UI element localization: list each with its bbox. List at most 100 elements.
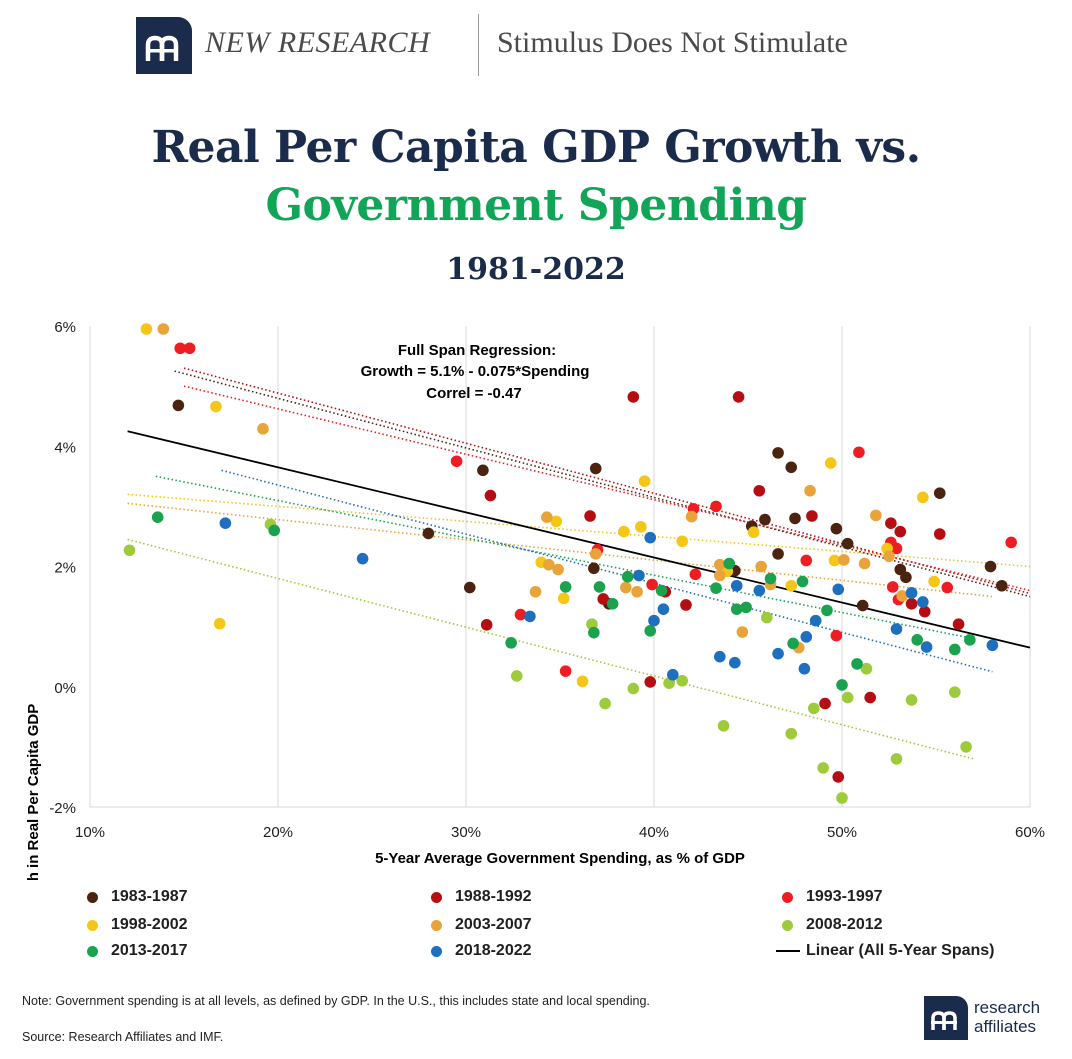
data-point bbox=[986, 639, 999, 652]
data-point bbox=[597, 593, 610, 605]
data-point bbox=[477, 464, 489, 477]
data-point bbox=[618, 525, 630, 538]
data-point bbox=[911, 634, 923, 646]
data-point bbox=[559, 581, 572, 593]
data-point bbox=[885, 517, 897, 530]
x-tick-label: 10% bbox=[75, 824, 105, 841]
x-tick-label: 60% bbox=[1015, 824, 1045, 841]
data-point bbox=[753, 484, 766, 497]
data-point bbox=[685, 510, 698, 523]
data-point bbox=[599, 697, 611, 710]
x-tick-label: 40% bbox=[639, 824, 669, 841]
data-point bbox=[593, 581, 606, 593]
regression-line bbox=[127, 430, 1031, 649]
data-point bbox=[753, 584, 766, 597]
legend-line-swatch bbox=[776, 950, 800, 952]
data-point bbox=[800, 554, 813, 567]
data-point bbox=[729, 656, 741, 669]
data-point bbox=[772, 548, 784, 560]
data-point bbox=[736, 626, 749, 638]
data-point bbox=[644, 531, 657, 544]
data-point bbox=[883, 550, 895, 563]
data-point bbox=[949, 643, 961, 656]
data-point bbox=[710, 582, 722, 594]
data-point bbox=[960, 741, 972, 753]
legend-item-2003-2007: 2003-2007 bbox=[431, 916, 532, 934]
data-point bbox=[890, 753, 903, 765]
y-tick-label: -2% bbox=[49, 800, 76, 817]
brand-line2: affiliates bbox=[974, 1017, 1037, 1036]
data-point bbox=[832, 771, 845, 783]
data-point bbox=[638, 475, 651, 487]
data-point bbox=[996, 579, 1008, 592]
data-point bbox=[941, 581, 954, 594]
legend-item-2008-2012: 2008-2012 bbox=[782, 916, 883, 934]
legend-dot bbox=[87, 919, 98, 931]
legend-label: 1988-1992 bbox=[455, 888, 532, 905]
data-point bbox=[484, 489, 497, 502]
data-point bbox=[828, 554, 841, 567]
data-point bbox=[856, 599, 869, 612]
data-point bbox=[933, 528, 946, 540]
annotation-line3: Correl = -0.47 bbox=[426, 385, 521, 402]
legend-item-linear: Linear (All 5-Year Spans) bbox=[776, 942, 995, 960]
trend-line bbox=[221, 469, 993, 673]
x-tick-label: 20% bbox=[263, 824, 293, 841]
data-point bbox=[900, 571, 912, 584]
source-note: Source: Research Affiliates and IMF. bbox=[22, 1030, 224, 1044]
regression-annotation: Full Span Regression: Growth = 5.1% - 0.… bbox=[361, 342, 590, 402]
data-point bbox=[890, 542, 903, 555]
data-point bbox=[853, 446, 865, 459]
data-point bbox=[772, 647, 784, 660]
data-point bbox=[635, 521, 647, 533]
data-point bbox=[808, 702, 820, 715]
data-point bbox=[905, 587, 918, 599]
data-point bbox=[627, 391, 640, 403]
data-point bbox=[714, 558, 726, 571]
data-point bbox=[631, 585, 643, 598]
data-point bbox=[627, 682, 640, 695]
trend-line bbox=[155, 475, 974, 640]
data-point bbox=[917, 596, 929, 608]
legend-dot bbox=[87, 945, 98, 957]
data-point bbox=[806, 510, 818, 522]
data-point bbox=[676, 674, 688, 687]
data-point bbox=[804, 484, 816, 497]
y-tick-label: 4% bbox=[54, 439, 76, 456]
data-point bbox=[505, 637, 517, 649]
y-tick-label: 0% bbox=[54, 680, 76, 697]
data-point bbox=[557, 592, 570, 605]
data-point bbox=[858, 557, 871, 570]
data-point bbox=[172, 399, 185, 412]
trend-line bbox=[174, 370, 1031, 598]
data-point bbox=[886, 581, 899, 593]
data-point bbox=[584, 510, 596, 522]
data-point bbox=[928, 575, 940, 588]
data-points bbox=[123, 323, 1017, 804]
data-point bbox=[621, 570, 634, 583]
data-point bbox=[1005, 536, 1017, 549]
data-point bbox=[732, 391, 745, 403]
legend-dot bbox=[431, 891, 442, 903]
data-point bbox=[648, 614, 660, 627]
page-title-years: 1981-2022 bbox=[446, 252, 626, 287]
legend-item-2018-2022: 2018-2022 bbox=[431, 942, 532, 960]
data-point bbox=[123, 544, 136, 557]
data-point bbox=[589, 462, 602, 475]
data-point bbox=[787, 637, 799, 650]
trend-line bbox=[183, 385, 1031, 592]
data-point bbox=[952, 618, 965, 631]
x-tick-label: 50% bbox=[827, 824, 857, 841]
data-point bbox=[817, 762, 829, 774]
axes: 10% 20% 30% 40% 50% 60% -2% 0% 2% 4% 6% bbox=[49, 319, 1045, 841]
annotation-line2: Growth = 5.1% - 0.075*Spending bbox=[361, 363, 590, 380]
data-point bbox=[894, 525, 907, 538]
data-point bbox=[510, 670, 523, 682]
brand-line1: research bbox=[974, 998, 1041, 1017]
data-point bbox=[633, 569, 645, 582]
data-point bbox=[529, 585, 542, 598]
data-point bbox=[819, 697, 831, 710]
research-affiliates-logo-icon bbox=[924, 996, 968, 1040]
data-point bbox=[785, 461, 798, 474]
data-point bbox=[210, 400, 222, 413]
